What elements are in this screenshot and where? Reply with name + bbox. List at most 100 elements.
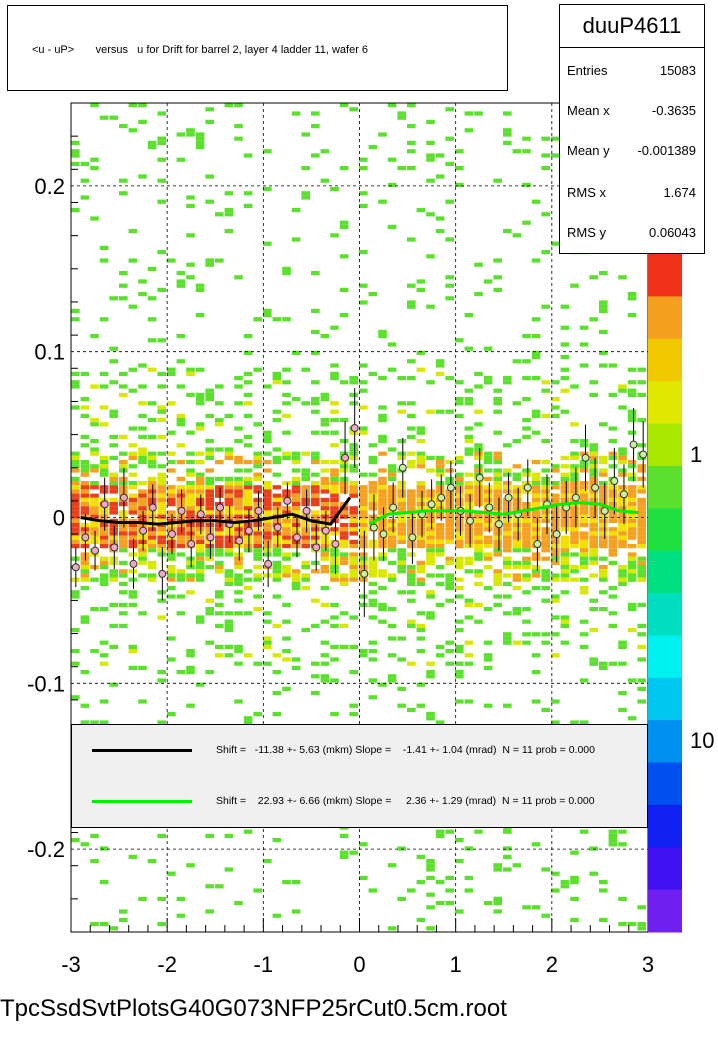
heatmap-cell bbox=[445, 901, 454, 906]
heatmap-cell bbox=[560, 577, 570, 582]
heatmap-cell bbox=[531, 430, 541, 435]
heatmap-cell bbox=[109, 539, 118, 544]
heatmap-cell bbox=[99, 531, 109, 536]
heatmap-cell bbox=[474, 292, 483, 297]
heatmap-cell bbox=[311, 409, 320, 414]
heatmap-cell bbox=[330, 460, 339, 465]
heatmap-cell bbox=[608, 535, 618, 540]
heatmap-cell bbox=[349, 510, 358, 515]
heatmap-cell bbox=[618, 531, 627, 536]
heatmap-cell bbox=[627, 506, 637, 511]
heatmap-cell bbox=[90, 523, 99, 528]
heatmap-cell bbox=[339, 581, 349, 586]
profile-point bbox=[292, 533, 301, 542]
heatmap-cell bbox=[579, 497, 589, 502]
heatmap-cell bbox=[215, 401, 224, 406]
heatmap-cell bbox=[435, 527, 445, 532]
heatmap-cell bbox=[493, 455, 502, 460]
heatmap-cell bbox=[138, 502, 147, 507]
heatmap-cell bbox=[215, 447, 224, 452]
heatmap-cell bbox=[570, 518, 579, 523]
heatmap-cell bbox=[291, 455, 301, 460]
heatmap-cell bbox=[445, 661, 454, 666]
heatmap-cell bbox=[99, 485, 109, 490]
heatmap-cell bbox=[407, 451, 416, 456]
heatmap-cell bbox=[109, 380, 118, 385]
heatmap-cell bbox=[589, 317, 598, 322]
heatmap-cell bbox=[416, 426, 426, 431]
heatmap-cell bbox=[522, 506, 531, 511]
heatmap-cell bbox=[435, 216, 445, 221]
heatmap-cell bbox=[339, 460, 349, 465]
heatmap-cell bbox=[253, 539, 262, 544]
heatmap-cell bbox=[426, 153, 435, 158]
heatmap-cell bbox=[627, 602, 637, 607]
heatmap-cell bbox=[243, 544, 253, 549]
heatmap-cell bbox=[205, 493, 214, 498]
heatmap-cell bbox=[541, 153, 550, 158]
heatmap-cell bbox=[234, 481, 243, 486]
heatmap-cell bbox=[186, 703, 195, 708]
heatmap-cell bbox=[186, 493, 195, 498]
heatmap-cell bbox=[387, 367, 397, 372]
heatmap-cell bbox=[483, 586, 493, 591]
heatmap-cell bbox=[186, 262, 195, 267]
heatmap-cell bbox=[618, 640, 627, 645]
heatmap-cell bbox=[512, 489, 522, 494]
heatmap-cell bbox=[378, 573, 387, 578]
heatmap-cell bbox=[147, 548, 157, 553]
heatmap-cell bbox=[109, 476, 118, 481]
heatmap-cell bbox=[560, 884, 570, 889]
heatmap-cell bbox=[359, 560, 368, 565]
heatmap-cell bbox=[407, 140, 416, 145]
heatmap-cell bbox=[359, 363, 368, 368]
heatmap-cell bbox=[205, 607, 214, 612]
heatmap-cell bbox=[368, 472, 378, 477]
heatmap-cell bbox=[339, 313, 349, 318]
heatmap-cell bbox=[147, 539, 157, 544]
heatmap-cell bbox=[243, 506, 253, 511]
heatmap-cell bbox=[570, 439, 579, 444]
heatmap-cell bbox=[90, 166, 99, 171]
heatmap-cell bbox=[387, 577, 397, 582]
heatmap-cell bbox=[272, 518, 282, 523]
heatmap-cell bbox=[551, 720, 560, 725]
heatmap-cell bbox=[99, 472, 109, 477]
heatmap-cell bbox=[90, 468, 99, 473]
heatmap-cell bbox=[176, 577, 186, 582]
heatmap-cell bbox=[435, 901, 445, 906]
heatmap-cell bbox=[90, 481, 99, 486]
heatmap-cell bbox=[311, 569, 320, 574]
heatmap-cell bbox=[589, 493, 598, 498]
heatmap-cell bbox=[71, 208, 80, 213]
heatmap-cell bbox=[99, 405, 109, 410]
heatmap-cell bbox=[119, 581, 128, 586]
heatmap-cell bbox=[599, 535, 608, 540]
heatmap-cell bbox=[378, 523, 387, 528]
heatmap-cell bbox=[493, 451, 502, 456]
heatmap-cell bbox=[407, 413, 416, 418]
heatmap-cell bbox=[493, 485, 502, 490]
heatmap-cell bbox=[570, 514, 579, 519]
heatmap-cell bbox=[272, 506, 282, 511]
heatmap-cell bbox=[541, 413, 550, 418]
heatmap-cell bbox=[445, 296, 454, 301]
heatmap-cell bbox=[272, 573, 282, 578]
heatmap-cell bbox=[445, 573, 454, 578]
heatmap-cell bbox=[483, 539, 493, 544]
heatmap-cell bbox=[560, 476, 570, 481]
heatmap-cell bbox=[71, 502, 80, 507]
heatmap-cell bbox=[618, 384, 627, 389]
heatmap-cell bbox=[291, 468, 301, 473]
heatmap-cell bbox=[618, 497, 627, 502]
heatmap-cell bbox=[397, 489, 406, 494]
heatmap-cell bbox=[464, 514, 474, 519]
heatmap-cell bbox=[157, 502, 166, 507]
heatmap-cell bbox=[205, 527, 214, 532]
heatmap-cell bbox=[474, 518, 483, 523]
heatmap-cell bbox=[272, 497, 282, 502]
heatmap-cell bbox=[186, 371, 195, 376]
heatmap-cell bbox=[176, 527, 186, 532]
heatmap-cell bbox=[195, 531, 205, 536]
heatmap-cell bbox=[483, 489, 493, 494]
